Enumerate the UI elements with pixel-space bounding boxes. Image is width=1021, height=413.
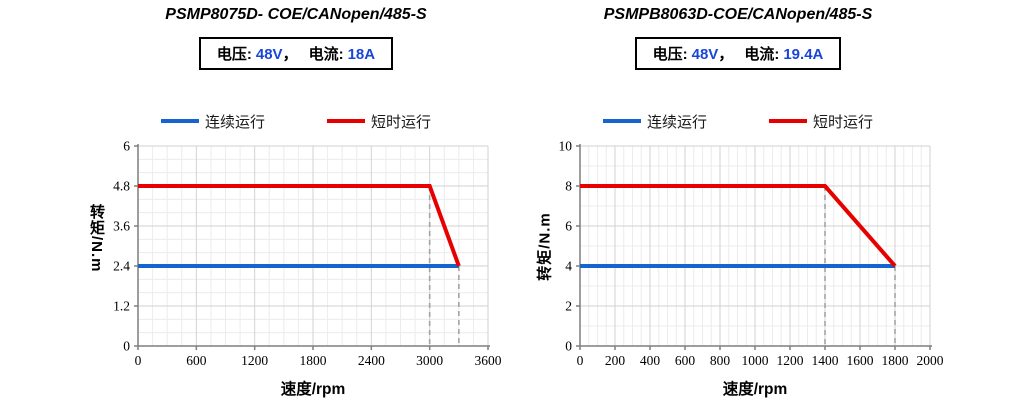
x-tick-label: 1400 (812, 353, 839, 368)
voltage-label: 电压: (216, 46, 252, 63)
y-tick-label: 6 (123, 139, 130, 154)
spec-separator: ， (718, 46, 734, 63)
x-tick-label: 2400 (358, 353, 385, 368)
legend-label-short-time: 短时运行 (813, 113, 874, 131)
x-tick-label: 1000 (742, 353, 769, 368)
y-tick-label: 1.2 (113, 299, 130, 314)
legend-item-continuous: 连续运行 (160, 111, 265, 132)
voltage-label: 电压: (652, 46, 688, 63)
legend-label-short-time: 短时运行 (371, 113, 432, 131)
y-tick-label: 8 (565, 179, 572, 194)
chart-group-psmpb8063d: PSMPB8063D-COE/CANopen/485-S 电压: 48V， 电流: 1… (518, 4, 958, 402)
x-tick-label: 400 (640, 353, 661, 368)
y-tick-label: 4.8 (113, 179, 130, 194)
y-tick-label: 6 (565, 219, 572, 234)
torque-speed-chart: 0 600 1200 1800 2400 3000 3600 0 1.2 2.4 3.6 4.8 6 速度… (113, 139, 502, 399)
short-time-line-swatch (769, 119, 807, 123)
current-label: 电流: (308, 46, 344, 63)
y-tick-label: 4 (565, 259, 572, 274)
spec-separator: ， (282, 46, 298, 63)
chart-legend: 连续运行 短时运行 (160, 110, 431, 132)
short-time-operation-line (580, 184, 897, 268)
y-tick-label: 0 (123, 339, 130, 354)
chart-group-psmp8075d: PSMP8075D- COE/CANopen/485-S 电压: 48V， 电流: 1… (76, 4, 516, 402)
spec-box: 电压: 48V， 电流: 19.4A (634, 37, 842, 70)
voltage-value: 48V (255, 46, 283, 63)
short-time-operation-line (138, 184, 461, 267)
y-axis-title: 转矩/N.m (536, 212, 554, 281)
x-tick-label: 600 (186, 353, 207, 368)
x-tick-label: 3600 (475, 353, 502, 368)
x-axis-title: 速度/rpm (723, 379, 788, 398)
y-tick-label: 2.4 (113, 259, 130, 274)
current-value: 19.4A (783, 46, 824, 63)
legend-label-continuous: 连续运行 (646, 113, 707, 131)
x-tick-label: 600 (675, 353, 696, 368)
x-tick-label: 0 (577, 353, 584, 368)
x-tick-label: 2000 (917, 353, 944, 368)
model-title: PSMPB8063D-COE/CANopen/485-S (603, 6, 873, 23)
legend-item-short-time: 短时运行 (327, 111, 431, 132)
short-time-line-swatch (327, 119, 365, 123)
x-tick-label: 3000 (416, 353, 443, 368)
y-tick-label: 3.6 (113, 219, 130, 234)
x-tick-label: 200 (605, 353, 626, 368)
x-tick-label: 1800 (882, 353, 909, 368)
legend-item-continuous: 连续运行 (602, 111, 707, 132)
x-axis-title: 速度/rpm (281, 379, 346, 398)
x-tick-label: 1600 (847, 353, 874, 368)
current-value: 18A (347, 46, 376, 63)
chart-legend: 连续运行 短时运行 (602, 110, 873, 132)
continuous-line-swatch (602, 119, 641, 123)
plot-area-wrapper: 0 600 1200 1800 2400 3000 3600 0 1.2 2.4 3.6 4.8 6 速度… (76, 136, 516, 402)
x-tick-label: 1800 (300, 353, 327, 368)
y-tick-label: 10 (559, 139, 573, 154)
legend-label-continuous: 连续运行 (204, 113, 265, 131)
x-tick-label: 1200 (777, 353, 804, 368)
y-tick-label: 0 (565, 339, 572, 354)
model-title: PSMP8075D- COE/CANopen/485-S (165, 6, 427, 23)
current-label: 电流: (744, 46, 780, 63)
continuous-line-swatch (160, 119, 199, 123)
y-tick-label: 2 (565, 299, 572, 314)
x-tick-label: 1200 (241, 353, 268, 368)
y-axis-title: 转矩/N.m (88, 204, 105, 273)
spec-box: 电压: 48V， 电流: 18A (198, 37, 394, 70)
x-tick-label: 0 (135, 353, 142, 368)
legend-item-short-time: 短时运行 (769, 111, 873, 132)
plot-area-wrapper: 0 200 400 600 800 1000 1200 1400 1600 1800 2000 0 2 4… (518, 136, 958, 402)
voltage-value: 48V (691, 46, 719, 63)
x-tick-label: 800 (710, 353, 731, 368)
torque-speed-chart: 0 200 400 600 800 1000 1200 1400 1600 1800 2000 0 2 4… (559, 139, 944, 399)
